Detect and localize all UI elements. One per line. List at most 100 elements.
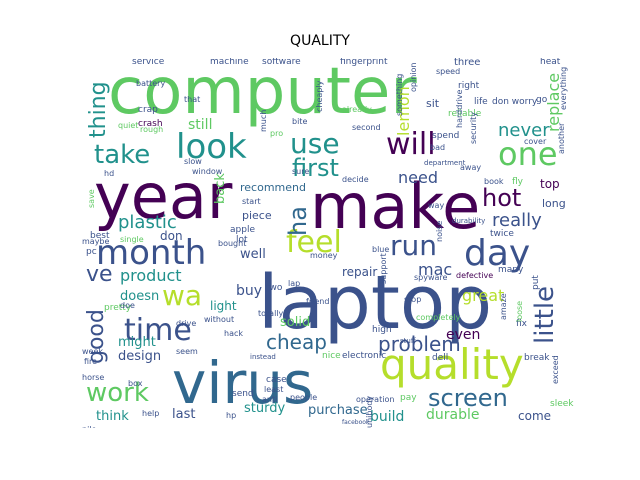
- word: amaze: [499, 293, 508, 320]
- word: make: [310, 170, 481, 243]
- word: still: [188, 117, 213, 133]
- word: blue: [372, 245, 390, 254]
- word: pretty: [104, 303, 132, 313]
- word: plastic: [118, 212, 177, 233]
- word: totally: [258, 309, 284, 318]
- word: look: [176, 127, 247, 167]
- word: solid: [280, 315, 311, 330]
- word: lap: [288, 279, 301, 288]
- word: feel: [286, 225, 342, 260]
- word: harddrive: [455, 89, 464, 128]
- word: break: [524, 353, 550, 363]
- word: ve: [86, 262, 113, 287]
- word: don worry: [492, 97, 538, 107]
- word: drive: [176, 319, 197, 328]
- word: sit: [426, 97, 440, 110]
- word: money: [310, 251, 338, 260]
- word: best: [90, 231, 110, 241]
- word: defective: [456, 271, 494, 280]
- word: box: [128, 379, 143, 388]
- word: cheaply: [315, 80, 324, 112]
- word: thing: [86, 81, 111, 138]
- word: apple: [230, 225, 255, 235]
- word: book: [484, 177, 504, 186]
- word: support: [379, 253, 388, 284]
- word: second: [352, 123, 381, 132]
- word: save: [87, 189, 96, 208]
- word: horse: [82, 373, 105, 382]
- word: never: [498, 120, 550, 141]
- word: heat: [540, 58, 561, 67]
- word: will: [386, 127, 436, 162]
- word: recommend: [240, 181, 306, 194]
- word: build: [370, 409, 405, 425]
- word: seem: [176, 347, 198, 356]
- word: last: [172, 407, 196, 422]
- word: completely: [416, 313, 461, 322]
- word: that: [184, 95, 201, 104]
- word: rough: [140, 125, 164, 134]
- word: ha: [284, 206, 312, 236]
- word: stop: [404, 295, 422, 304]
- word: least: [264, 385, 284, 394]
- word: send: [232, 389, 254, 399]
- word: product: [120, 266, 182, 285]
- word: exceed: [551, 355, 560, 384]
- word: speed: [436, 67, 461, 76]
- word: use: [290, 127, 340, 160]
- word: opinion: [409, 62, 418, 92]
- word: bought: [218, 239, 247, 248]
- word: operation: [356, 395, 395, 404]
- word: dell: [432, 353, 449, 363]
- word: machine: [210, 58, 249, 67]
- word: single: [120, 235, 144, 244]
- word: high: [372, 325, 392, 335]
- word: virus: [172, 349, 314, 417]
- word: reliable: [448, 109, 482, 119]
- word: decide: [342, 175, 369, 184]
- word: fly: [512, 177, 523, 187]
- word: little: [530, 285, 560, 344]
- word: help: [142, 409, 160, 418]
- word: people: [290, 393, 318, 402]
- word: hack: [224, 329, 244, 338]
- word: pile: [82, 426, 96, 429]
- word: computer: [108, 58, 417, 129]
- word: electronic: [342, 351, 387, 361]
- word: laptop: [258, 260, 493, 346]
- word: first: [292, 154, 339, 182]
- word: durability: [452, 217, 486, 225]
- word: much: [259, 109, 268, 132]
- word: facebook: [342, 419, 370, 426]
- word: spend: [432, 131, 460, 141]
- word: instead: [250, 353, 276, 361]
- word: wa: [162, 279, 203, 312]
- word: top: [540, 177, 560, 191]
- word-cloud: computer laptop year make virus quality …: [80, 58, 576, 428]
- word: window: [192, 167, 223, 176]
- word: hd: [104, 169, 115, 178]
- word: lot: [236, 235, 248, 245]
- word: maybe: [82, 237, 110, 246]
- word: fix: [516, 319, 527, 329]
- word: friend: [306, 297, 330, 306]
- word: bad: [430, 143, 446, 152]
- word: sleek: [550, 399, 574, 409]
- word: one: [498, 135, 558, 173]
- word: doe: [120, 301, 135, 310]
- word: way: [428, 201, 445, 210]
- word: hot: [482, 184, 522, 212]
- word: battery: [136, 79, 166, 88]
- word: hp: [226, 411, 237, 420]
- word: slow: [184, 157, 202, 166]
- word: loose: [515, 300, 524, 322]
- word: time: [124, 313, 192, 348]
- word: run: [390, 229, 438, 262]
- word: noise: [435, 220, 444, 242]
- word: pay: [400, 393, 417, 403]
- word: already: [342, 105, 372, 114]
- word: take: [94, 140, 151, 170]
- word: pro: [270, 129, 284, 138]
- word: security: [469, 112, 478, 144]
- word: nice: [322, 351, 341, 361]
